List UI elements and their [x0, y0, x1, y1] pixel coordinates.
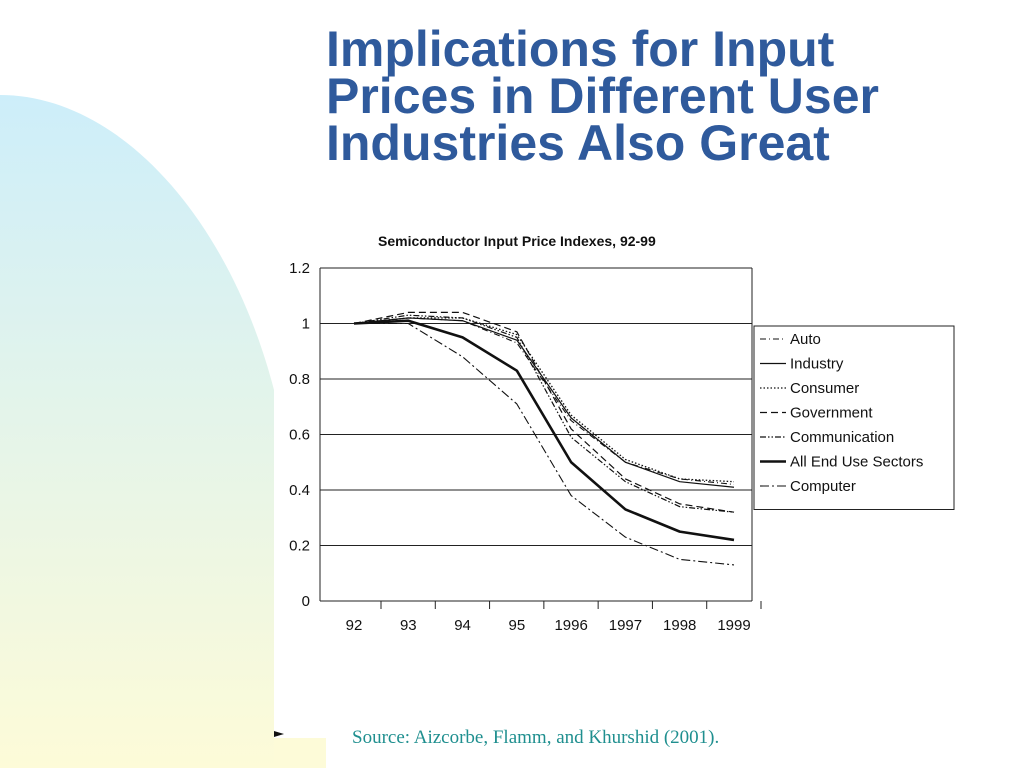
x-tick-label: 1997 [609, 617, 642, 634]
slide-title-line-1: Implications for Input [326, 21, 835, 77]
legend-label: Industry [790, 356, 844, 373]
chart-title: Semiconductor Input Price Indexes, 92-99 [378, 233, 656, 249]
x-tick-label: 1998 [663, 617, 696, 634]
legend-box [753, 325, 955, 510]
x-tick-label: 1996 [554, 617, 587, 634]
series-line-all-end-use-sectors [353, 319, 735, 542]
x-tick-label: 93 [400, 617, 417, 634]
series-line-industry [353, 317, 735, 488]
series-line-auto [353, 317, 735, 485]
slide-title-line-3: Industries Also Great [326, 115, 830, 171]
legend-label: Auto [790, 331, 821, 348]
line-chart: Semiconductor Input Price Indexes, 92-99… [289, 233, 955, 634]
x-tick-label: 94 [454, 617, 471, 634]
y-tick-label: 0.8 [289, 371, 310, 388]
x-tick-label: 92 [346, 617, 363, 634]
bottom-bar [274, 738, 326, 768]
legend-label: Consumer [790, 380, 859, 397]
chart-panel: Semiconductor Input Price Indexes, 92-99… [274, 180, 974, 725]
y-tick-label: 0.4 [289, 482, 310, 499]
legend-label: Government [790, 405, 873, 422]
legend-label: Computer [790, 478, 856, 495]
slide-title: Implications for Input Prices in Differe… [326, 21, 1016, 171]
legend-label: All End Use Sectors [790, 454, 923, 471]
legend-label: Communication [790, 429, 894, 446]
source-note: Source: Aizcorbe, Flamm, and Khurshid (2… [352, 727, 720, 748]
y-tick-label: 1 [302, 316, 310, 333]
y-tick-label: 1.2 [289, 260, 310, 277]
slide-title-line-2: Prices in Different User [326, 68, 879, 124]
series-line-computer [354, 322, 735, 566]
series-line-consumer [353, 317, 735, 483]
series-line-communication [353, 314, 735, 513]
y-tick-label: 0.6 [289, 427, 310, 444]
corner-arrow-icon [274, 731, 284, 737]
y-tick-label: 0 [302, 593, 310, 610]
y-tick-label: 0.2 [289, 538, 310, 555]
x-tick-label: 95 [509, 617, 526, 634]
series-line-government [353, 311, 735, 513]
x-tick-label: 1999 [717, 617, 750, 634]
